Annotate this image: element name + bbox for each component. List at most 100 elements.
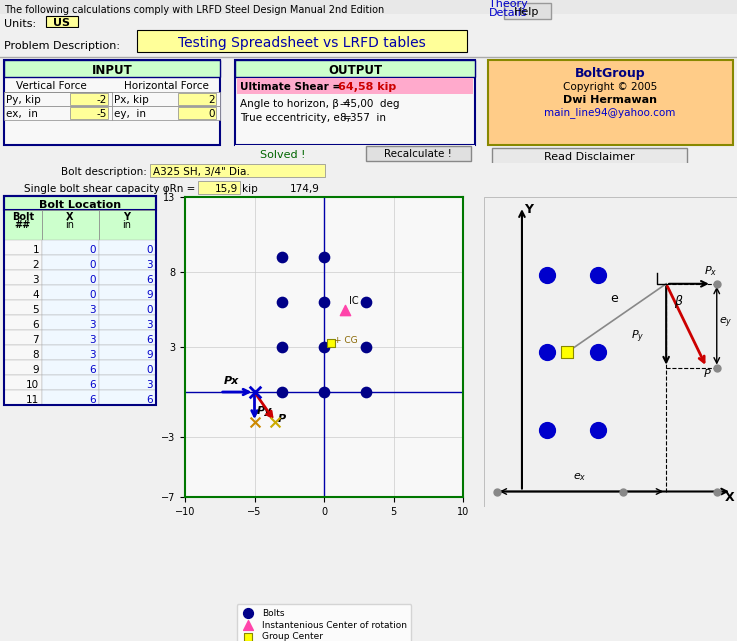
Text: main_line94@yahoo.com: main_line94@yahoo.com (545, 108, 676, 119)
Text: A325 SH, 3/4" Dia.: A325 SH, 3/4" Dia. (153, 167, 250, 177)
Text: Y: Y (124, 212, 130, 222)
Text: INPUT: INPUT (91, 63, 133, 76)
Point (248, 417, 260, 427)
Text: 9: 9 (32, 365, 39, 375)
Bar (0, 0, 737, 14)
Bar (42, 285, 99, 300)
Text: 6: 6 (89, 380, 96, 390)
Point (270, 417, 282, 427)
Bar (112, 92, 220, 106)
Text: 3: 3 (89, 320, 96, 330)
Bar (99, 285, 156, 300)
Text: 3: 3 (89, 335, 96, 345)
Text: 6: 6 (147, 395, 153, 405)
Bar (0, 14, 737, 28)
Text: 0: 0 (147, 245, 153, 255)
Bar (4, 390, 42, 405)
Text: Ultimate Shear =: Ultimate Shear = (240, 82, 341, 92)
Bar (4, 240, 42, 255)
Text: in: in (66, 220, 74, 230)
Point (542, 347, 553, 357)
Point (339, 304, 351, 315)
Text: P: P (704, 369, 711, 379)
Text: 8,357  in: 8,357 in (340, 113, 386, 123)
Text: Py, kip: Py, kip (6, 95, 41, 105)
Text: Dwi Hermawan: Dwi Hermawan (563, 95, 657, 105)
Point (711, 279, 723, 289)
Text: 0: 0 (147, 305, 153, 315)
Text: 0: 0 (89, 290, 96, 300)
Bar (4, 196, 156, 210)
Text: 11: 11 (26, 395, 39, 405)
Text: $P_y$: $P_y$ (631, 329, 644, 345)
Bar (99, 210, 156, 240)
Bar (4, 196, 156, 405)
Text: 4: 4 (32, 290, 39, 300)
Text: $e_x$: $e_x$ (573, 471, 586, 483)
Text: 2: 2 (32, 260, 39, 270)
Bar (4, 210, 42, 240)
Bar (4, 255, 42, 270)
Text: Solved !: Solved ! (260, 150, 306, 160)
Text: BoltGroup: BoltGroup (575, 67, 646, 81)
Point (592, 269, 604, 279)
Text: 6: 6 (147, 335, 153, 345)
Text: $P_x$: $P_x$ (704, 265, 718, 278)
Text: Angle to horizon, β =: Angle to horizon, β = (240, 99, 351, 109)
Legend: Bolts, Instantenious Center of rotation, Group Center, Applied Force: Bolts, Instantenious Center of rotation,… (237, 604, 411, 641)
Text: 3: 3 (32, 275, 39, 285)
Point (542, 269, 553, 279)
Text: e: e (610, 292, 618, 305)
Bar (42, 300, 99, 315)
Text: 3: 3 (89, 350, 96, 360)
Text: 6: 6 (32, 320, 39, 330)
Point (318, 342, 330, 352)
Point (618, 487, 629, 497)
Bar (99, 345, 156, 360)
Text: 1: 1 (32, 245, 39, 255)
Point (542, 424, 553, 435)
Text: 174,9: 174,9 (290, 184, 320, 194)
Bar (0, 28, 737, 56)
Bar (235, 145, 475, 163)
Text: 3: 3 (89, 305, 96, 315)
Bar (4, 60, 220, 145)
Text: 9: 9 (147, 350, 153, 360)
Text: 6: 6 (147, 275, 153, 285)
Point (318, 252, 330, 262)
Point (318, 387, 330, 397)
Text: Help: Help (514, 7, 539, 17)
Bar (70, 93, 108, 105)
Text: 6: 6 (89, 395, 96, 405)
Text: 64,58 kip: 64,58 kip (338, 82, 397, 92)
Bar (4, 60, 220, 77)
Point (711, 362, 723, 372)
Text: Testing Spreadsheet vs LRFD tables: Testing Spreadsheet vs LRFD tables (178, 36, 426, 50)
Bar (99, 300, 156, 315)
Text: 2: 2 (209, 95, 215, 105)
Text: 3: 3 (147, 320, 153, 330)
Bar (235, 60, 475, 145)
Text: 0: 0 (209, 109, 215, 119)
Text: 8: 8 (32, 350, 39, 360)
Text: 3: 3 (147, 380, 153, 390)
Point (276, 252, 288, 262)
Text: 7: 7 (32, 335, 39, 345)
Text: P: P (278, 414, 286, 424)
Bar (4, 330, 42, 345)
Point (711, 487, 723, 497)
Text: 0: 0 (89, 275, 96, 285)
Point (360, 342, 371, 352)
Text: Px: Px (224, 376, 240, 387)
Text: US: US (54, 18, 71, 28)
Text: + CG: + CG (334, 336, 357, 345)
Bar (137, 30, 467, 52)
Text: OUTPUT: OUTPUT (328, 63, 382, 76)
Point (248, 387, 260, 397)
Point (276, 297, 288, 307)
Bar (99, 375, 156, 390)
Bar (504, 3, 551, 19)
Text: ey,  in: ey, in (114, 109, 146, 119)
Bar (235, 60, 475, 77)
Point (592, 424, 604, 435)
